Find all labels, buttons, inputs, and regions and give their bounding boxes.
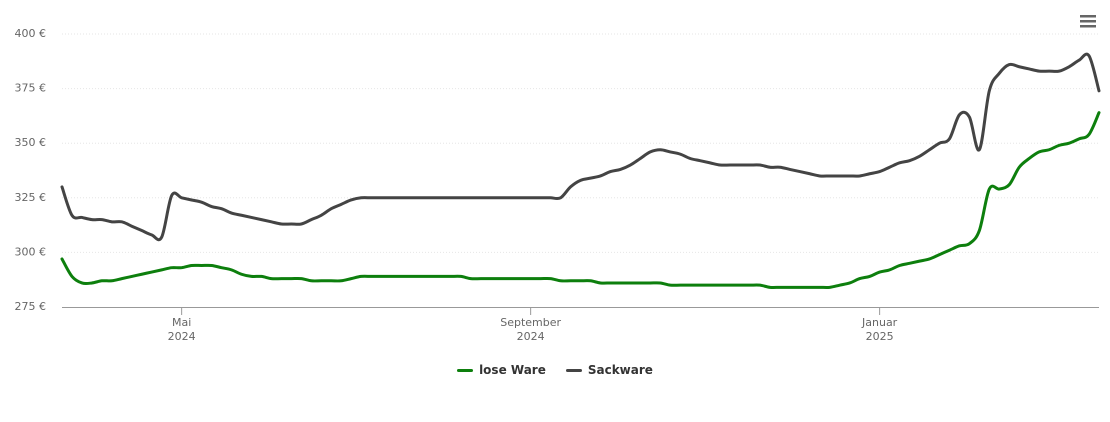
y-tick-label: 275 € [15,300,47,313]
legend: lose Ware Sackware [0,363,1110,377]
y-tick-label: 300 € [15,245,47,258]
legend-item[interactable]: lose Ware [457,363,546,377]
menu-bar [1080,15,1096,18]
x-tick-label: Januar 2025 [862,316,898,343]
legend-label: lose Ware [479,363,546,377]
x-tick-label: Mai 2024 [167,316,196,343]
legend-label: Sackware [587,363,653,377]
y-tick-label: 375 € [15,82,47,95]
legend-item[interactable]: Sackware [565,363,653,377]
menu-icon[interactable] [1080,15,1096,28]
series-line [60,111,1101,290]
menu-bar [1080,25,1096,28]
series-line [60,52,1101,242]
legend-swatch [457,368,474,372]
y-tick-label: 400 € [15,27,47,40]
y-tick-label: 325 € [15,191,47,204]
x-tick-label: September 2024 [500,316,562,343]
legend-swatch [565,368,582,372]
y-tick-label: 350 € [15,136,47,149]
menu-bar [1080,20,1096,23]
